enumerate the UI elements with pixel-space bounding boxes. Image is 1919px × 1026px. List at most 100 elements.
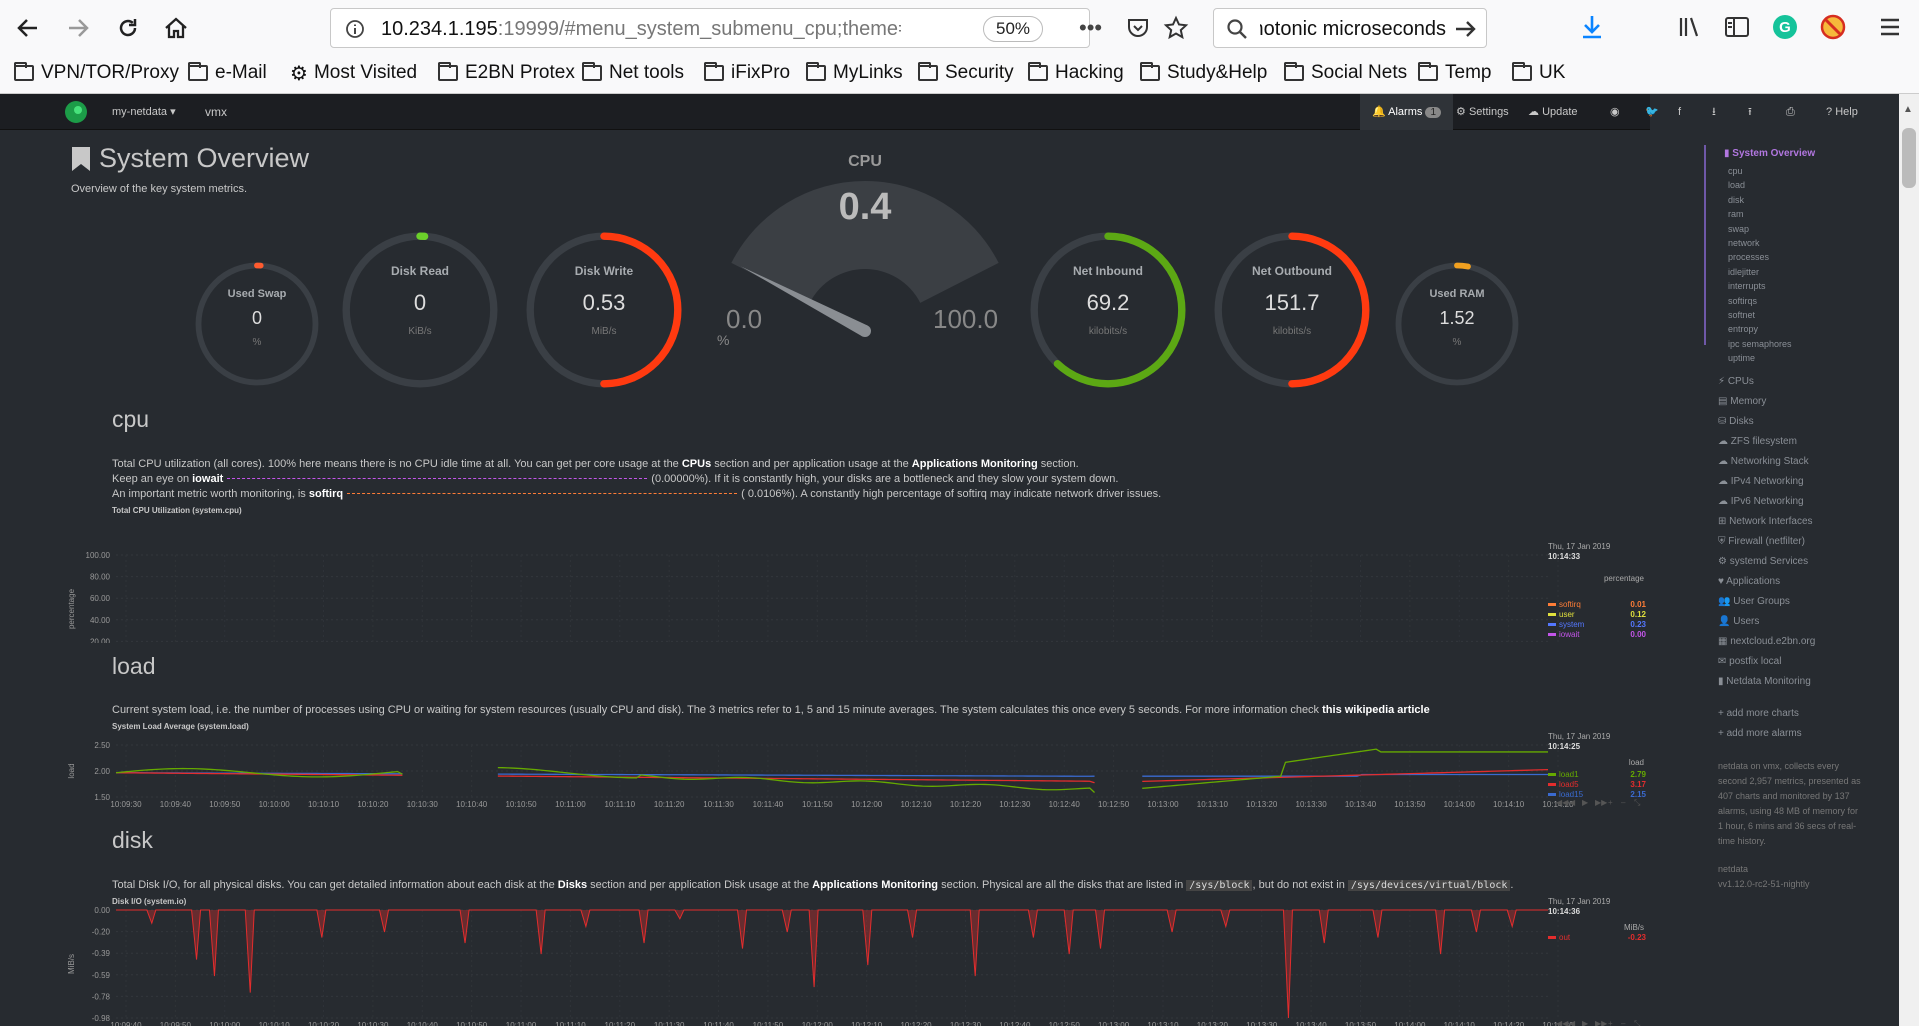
chart-toolbox-icon[interactable]: ◀◀ <box>1556 798 1569 807</box>
legend-series-system[interactable]: system <box>1559 620 1585 629</box>
sidebar-item-applications[interactable]: ♥ Applications <box>1718 576 1781 587</box>
bookmark-net-tools[interactable]: Net tools <box>582 60 684 86</box>
sidebar-subitem-cpu[interactable]: cpu <box>1728 166 1743 176</box>
applications-monitoring-link[interactable]: Applications Monitoring <box>911 458 1038 470</box>
bookmark-mylinks[interactable]: MyLinks <box>806 60 903 86</box>
sidebar-subitem-disk[interactable]: disk <box>1728 194 1745 205</box>
chart-toolbox-icon[interactable]: ▶ <box>1582 1019 1589 1026</box>
bookmark-uk[interactable]: UK <box>1512 60 1565 86</box>
bookmark-most-visited[interactable]: ⚙ Most Visited <box>290 60 417 86</box>
applications-monitoring-link-2[interactable]: Applications Monitoring <box>812 879 939 891</box>
search-input[interactable]: photonic microseconds <box>1260 18 1446 40</box>
sidebar-item-disks[interactable]: ⛁ Disks <box>1718 416 1754 427</box>
sidebar-toggle-icon[interactable] <box>1724 16 1750 38</box>
upload-icon[interactable]: ⭱ <box>1748 106 1752 118</box>
bookmark-security[interactable]: Security <box>918 60 1014 86</box>
sidebar-item-networking-stack[interactable]: ☁ Networking Stack <box>1718 456 1809 467</box>
chart-toolbox-icon[interactable]: ▶▶ <box>1595 1019 1608 1026</box>
zoom-level[interactable]: 50% <box>983 16 1043 42</box>
sidebar-item-firewall-netfilter-[interactable]: ⛨ Firewall (netfilter) <box>1718 536 1805 547</box>
facebook-icon[interactable]: f <box>1678 106 1682 118</box>
gauge-disk-read[interactable]: Disk Read 0 KiB/s <box>338 228 502 392</box>
cpu-chart[interactable]: Total CPU Utilization (system.cpu) 100.00… <box>64 503 1650 643</box>
netdata-logo-icon[interactable] <box>64 100 88 124</box>
downloads-icon[interactable] <box>1580 14 1604 40</box>
settings-button[interactable]: ⚙ Settings <box>1456 106 1509 118</box>
chart-toolbox-icon[interactable]: + <box>1608 1019 1613 1026</box>
legend-series-load15[interactable]: load15 <box>1559 790 1584 799</box>
sidebar-item-cpus[interactable]: ⚡ CPUs <box>1718 376 1754 387</box>
update-button[interactable]: ☁ Update <box>1528 106 1578 118</box>
chart-toolbox-icon[interactable]: ⤡ <box>1634 1019 1641 1026</box>
legend-series-load1[interactable]: load1 <box>1559 770 1579 779</box>
sidebar-item-user-groups[interactable]: 👥 User Groups <box>1718 596 1790 607</box>
chart-toolbox-icon[interactable]: ⤡ <box>1634 798 1641 807</box>
home-button[interactable] <box>156 8 196 48</box>
sidebar-subitem-softnet[interactable]: softnet <box>1728 310 1756 320</box>
page-actions-icon[interactable]: ••• <box>1079 15 1103 40</box>
bookmark-study-help[interactable]: Study&Help <box>1140 60 1267 86</box>
url-text[interactable]: 10.234.1.195:19999/#menu_system_submenu_… <box>381 18 901 40</box>
chart-toolbox-icon[interactable]: – <box>1621 1019 1626 1026</box>
back-button[interactable] <box>8 8 48 48</box>
gauge-net-outbound[interactable]: Net Outbound 151.7 kilobits/s <box>1210 228 1374 392</box>
download-icon[interactable]: ⭳ <box>1712 106 1716 118</box>
chart-toolbox-icon[interactable]: ▶▶ <box>1595 798 1608 807</box>
bookmark-star-icon[interactable] <box>1163 15 1189 41</box>
sidebar-item-ipv6-networking[interactable]: ☁ IPv6 Networking <box>1718 496 1804 507</box>
grammarly-icon[interactable]: G <box>1772 14 1798 40</box>
chart-toolbox-icon[interactable]: – <box>1621 798 1626 807</box>
legend-series-load5[interactable]: load5 <box>1559 780 1579 789</box>
add-more-charts-link[interactable]: + add more charts <box>1718 708 1799 719</box>
sidebar-item-nextcloud-e2bn-org[interactable]: ▦ nextcloud.e2bn.org <box>1718 636 1816 647</box>
legend-series-iowait[interactable]: iowait <box>1559 630 1580 639</box>
pocket-icon[interactable] <box>1126 16 1150 40</box>
sidebar-item-users[interactable]: 👤 Users <box>1718 616 1760 627</box>
info-icon[interactable] <box>345 19 365 39</box>
bookmark-e2bn-protex[interactable]: E2BN Protex <box>438 60 575 86</box>
host-menu[interactable]: my-netdata ▾ <box>112 106 176 118</box>
chart-toolbox-icon[interactable]: ◀◀ <box>1556 1019 1569 1026</box>
sidebar-item-postfix-local[interactable]: ✉ postfix local <box>1718 656 1782 667</box>
disk-chart[interactable]: Disk I/O (system.io)0.00 -0.20 -0.39 -0.59 -… <box>64 894 1650 1026</box>
scroll-up-arrow-icon[interactable]: ▲ <box>1903 104 1913 115</box>
chart-toolbox-icon[interactable]: ◀ <box>1569 798 1576 807</box>
help-button[interactable]: ? Help <box>1826 106 1858 118</box>
add-more-alarms-link[interactable]: + add more alarms <box>1718 728 1802 739</box>
sidebar-subitem-ram[interactable]: ram <box>1728 209 1744 220</box>
sidebar-subitem-swap[interactable]: swap <box>1728 223 1750 234</box>
chart-toolbox-icon[interactable]: + <box>1608 798 1613 807</box>
chart-toolbox-icon[interactable]: ◀ <box>1569 1019 1576 1026</box>
github-icon[interactable]: ◉ <box>1610 106 1620 118</box>
sidebar-item-zfs-filesystem[interactable]: ☁ ZFS filesystem <box>1718 436 1797 447</box>
sidebar-subitem-idlejitter[interactable]: idlejitter <box>1728 266 1760 277</box>
sidebar-subitem-load[interactable]: load <box>1728 180 1746 191</box>
alarms-button[interactable]: 🔔 Alarms 1 <box>1360 94 1454 130</box>
gauge-disk-write[interactable]: Disk Write 0.53 MiB/s <box>522 228 686 392</box>
library-icon[interactable] <box>1678 15 1704 39</box>
sidebar-subitem-entropy[interactable]: entropy <box>1728 324 1759 335</box>
sidebar-subitem-uptime[interactable]: uptime <box>1728 353 1756 364</box>
sidebar-item-ipv4-networking[interactable]: ☁ IPv4 Networking <box>1718 476 1804 487</box>
legend-series-user[interactable]: user <box>1559 610 1575 619</box>
sidebar-subitem-processes[interactable]: processes <box>1728 252 1770 263</box>
legend-series-out[interactable]: out <box>1559 933 1571 942</box>
url-bar[interactable]: 10.234.1.195:19999/#menu_system_submenu_… <box>330 8 1102 48</box>
chart-toolbox-icon[interactable]: ▶ <box>1582 798 1589 807</box>
sidebar-subitem-softirqs[interactable]: softirqs <box>1728 295 1758 306</box>
load-chart[interactable]: System Load Average (system.load) 2.50 2.0… <box>64 719 1650 819</box>
legend-series-softirq[interactable]: softirq <box>1559 600 1581 609</box>
bookmark-e-mail[interactable]: e-Mail <box>188 60 267 86</box>
bookmark-temp[interactable]: Temp <box>1418 60 1491 86</box>
sidebar-item-memory[interactable]: ▤ Memory <box>1718 396 1767 407</box>
page-scrollbar[interactable]: ▲ <box>1899 94 1919 1026</box>
search-bar[interactable]: photonic microseconds <box>1213 8 1487 48</box>
blocker-extension-icon[interactable] <box>1820 14 1846 40</box>
disks-link[interactable]: Disks <box>557 879 588 891</box>
bookmark-ifixpro[interactable]: iFixPro <box>704 60 790 86</box>
sidebar-subitem-ipc-semaphores[interactable]: ipc semaphores <box>1728 338 1792 349</box>
gauge-used-swap[interactable]: Used Swap 0% <box>192 259 322 389</box>
sidebar-item-network-interfaces[interactable]: ⊞ Network Interfaces <box>1718 516 1813 527</box>
forward-button[interactable] <box>58 8 98 48</box>
reload-button[interactable] <box>108 8 148 48</box>
